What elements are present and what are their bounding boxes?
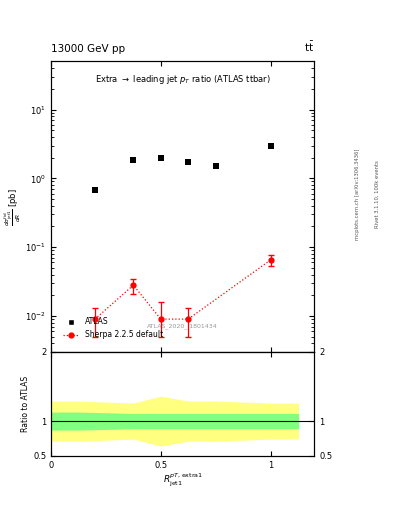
Text: ATLAS_2020_I1801434: ATLAS_2020_I1801434 bbox=[147, 323, 218, 329]
Y-axis label: $\frac{d\sigma^\mathrm{fid}_\mathrm{jet1}}{dR}$ [pb]: $\frac{d\sigma^\mathrm{fid}_\mathrm{jet1… bbox=[2, 188, 23, 225]
Y-axis label: Ratio to ATLAS: Ratio to ATLAS bbox=[21, 376, 30, 432]
Text: t$\bar{\rm t}$: t$\bar{\rm t}$ bbox=[304, 39, 314, 54]
Legend: ATLAS, Sherpa 2.2.5 default: ATLAS, Sherpa 2.2.5 default bbox=[60, 314, 166, 343]
Text: 13000 GeV pp: 13000 GeV pp bbox=[51, 44, 125, 54]
Text: Extra $\rightarrow$ leading jet $p_T$ ratio (ATLAS ttbar): Extra $\rightarrow$ leading jet $p_T$ ra… bbox=[95, 73, 271, 86]
X-axis label: $R_{\rm jet1}^{pT,{\rm extra1}}$: $R_{\rm jet1}^{pT,{\rm extra1}}$ bbox=[163, 471, 203, 488]
Point bbox=[158, 154, 164, 162]
Text: mcplots.cern.ch [arXiv:1306.3436]: mcplots.cern.ch [arXiv:1306.3436] bbox=[355, 149, 360, 240]
Point bbox=[267, 141, 274, 150]
Point bbox=[92, 186, 98, 194]
Point bbox=[213, 162, 219, 170]
Text: Rivet 3.1.10, 100k events: Rivet 3.1.10, 100k events bbox=[375, 161, 380, 228]
Point bbox=[185, 158, 191, 166]
Point bbox=[130, 156, 136, 164]
